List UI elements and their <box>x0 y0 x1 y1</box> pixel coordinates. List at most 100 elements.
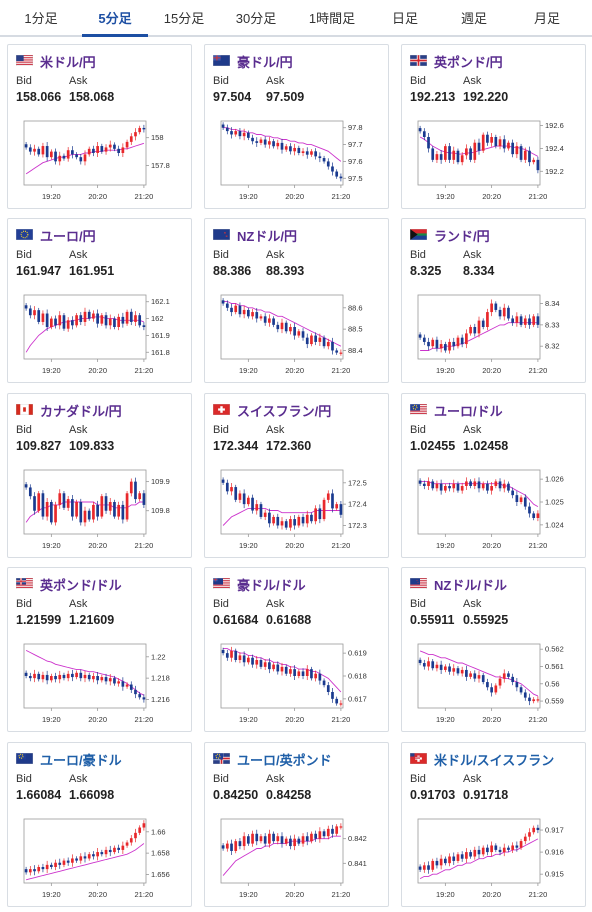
candle <box>452 479 456 493</box>
rate-card-eur-jpy[interactable]: ユーロ/円 Bid Ask 161.947 161.951 19:20 20:20 21:20… <box>7 218 192 383</box>
tab-3[interactable]: 30分足 <box>235 11 277 26</box>
candlestick-chart[interactable]: 19:20 20:20 21:20 0.562 0.561 0.56 0.559 <box>408 638 582 728</box>
tab-2[interactable]: 15分足 <box>163 11 205 26</box>
rate-card-cad-jpy[interactable]: カナダドル/円 Bid Ask 109.827 109.833 19:20 20:20 21:… <box>7 393 192 558</box>
candle <box>49 862 53 870</box>
currency-pair-link[interactable]: 米ドル/スイスフラン <box>434 753 555 768</box>
candle <box>75 856 78 863</box>
candle <box>490 841 493 857</box>
currency-pair-link[interactable]: ユーロ/豪ドル <box>40 753 122 768</box>
candlestick-chart[interactable]: 19:20 20:20 21:20 8.34 8.33 8.32 <box>408 289 582 379</box>
x-tick-label: 19:20 <box>42 715 61 724</box>
candlestick-chart[interactable]: 19:20 20:20 21:20 172.5 172.4 172.3 <box>211 464 385 554</box>
rate-card-nzd-usd[interactable]: NZドル/ドル Bid Ask 0.55911 0.55925 19:20 20:20 21:… <box>401 567 586 732</box>
rate-card-eur-usd[interactable]: ユーロ/ドル Bid Ask 1.02455 1.02458 19:20 20:20 21:2… <box>401 393 586 558</box>
candle <box>314 148 318 160</box>
ask-label: Ask <box>266 773 285 785</box>
candlestick-chart[interactable]: 19:20 20:20 21:20 158 157.8 <box>14 115 188 205</box>
currency-pair-link[interactable]: カナダドル/円 <box>40 404 122 419</box>
bid-label: Bid <box>213 424 229 436</box>
rate-card-eur-gbp[interactable]: ユーロ/英ポンド Bid Ask 0.84250 0.84258 19:20 20:20 21… <box>204 742 389 907</box>
candle <box>66 147 70 162</box>
candle <box>238 652 242 664</box>
candle <box>490 683 493 697</box>
rate-card-aud-usd[interactable]: 豪ドル/ドル Bid Ask 0.61684 0.61688 19:20 20:20 21:2… <box>204 567 389 732</box>
candle <box>255 829 259 846</box>
rate-card-aud-jpy[interactable]: 豪ドル/円 Bid Ask 97.504 97.509 19:20 20:20 21:20 97… <box>204 44 389 209</box>
candle <box>246 130 250 141</box>
candle <box>242 128 246 141</box>
rate-card-usd-jpy[interactable]: 米ドル/円 Bid Ask 158.066 158.068 19:20 20:20 21:20… <box>7 44 192 209</box>
rate-card-gbp-usd[interactable]: 英ポンド/ドル Bid Ask 1.21599 1.21609 19:20 20:20 21:… <box>7 567 192 732</box>
tab-6[interactable]: 週足 <box>460 11 487 26</box>
candle <box>276 833 280 845</box>
currency-pair-link[interactable]: ユーロ/円 <box>40 229 96 244</box>
currency-pair-link[interactable]: 英ポンド/円 <box>434 55 503 70</box>
candle <box>71 146 74 159</box>
candlestick-chart[interactable]: 19:20 20:20 21:20 1.026 1.025 1.024 <box>408 464 582 554</box>
candle <box>104 144 108 155</box>
candle <box>83 150 87 166</box>
y-tick-label: 161.8 <box>151 348 170 357</box>
candlestick-chart[interactable]: 19:20 20:20 21:20 97.8 97.7 97.6 97.5 <box>211 115 385 205</box>
tab-1[interactable]: 5分足 <box>82 0 148 37</box>
candlestick-chart[interactable]: 19:20 20:20 21:20 109.9 109.8 <box>14 464 188 554</box>
candlestick-chart[interactable]: 19:20 20:20 21:20 0.917 0.916 0.915 <box>408 813 582 903</box>
candlestick-chart[interactable]: 19:20 20:20 21:20 192.6 192.4 192.2 <box>408 115 582 205</box>
candle <box>276 139 280 150</box>
candle <box>251 494 254 514</box>
rate-card-zar-jpy[interactable]: ランド/円 Bid Ask 8.325 8.334 19:20 20:20 21:20 8.34… <box>401 218 586 383</box>
rate-card-chf-jpy[interactable]: スイスフラン/円 Bid Ask 172.344 172.360 19:20 20:20 21… <box>204 393 389 558</box>
candle <box>469 849 472 859</box>
y-tick-label: 88.5 <box>348 325 363 334</box>
tab-7[interactable]: 月足 <box>533 11 560 26</box>
candlestick-chart[interactable]: 19:20 20:20 21:20 88.6 88.5 88.4 <box>211 289 385 379</box>
currency-pair-link[interactable]: ユーロ/英ポンド <box>237 753 332 768</box>
candle <box>469 324 472 336</box>
x-tick-label: 21:20 <box>135 366 154 375</box>
candle <box>339 500 343 518</box>
candle <box>234 128 238 137</box>
currency-pair-link[interactable]: ユーロ/ドル <box>434 404 503 419</box>
rate-card-gbp-jpy[interactable]: 英ポンド/円 Bid Ask 192.213 192.220 19:20 20:20 21:2… <box>401 44 586 209</box>
tab-4[interactable]: 1時間足 <box>308 11 356 26</box>
currency-pair-link[interactable]: NZドル/ドル <box>434 578 507 593</box>
card-header: 米ドル/円 <box>16 52 188 70</box>
candlestick-chart[interactable]: 19:20 20:20 21:20 0.842 0.841 <box>211 813 385 903</box>
candle <box>477 671 481 683</box>
currency-pair-link[interactable]: 米ドル/円 <box>40 55 96 70</box>
candlestick-chart[interactable]: 19:20 20:20 21:20 162.1 162 161.9 161.8 <box>14 289 188 379</box>
tab-5[interactable]: 日足 <box>391 11 418 26</box>
rate-card-nzd-jpy[interactable]: NZドル/円 Bid Ask 88.386 88.393 19:20 20:20 21:20 8… <box>204 218 389 383</box>
candle <box>310 666 313 681</box>
ask-label: Ask <box>69 249 88 261</box>
currency-pair-link[interactable]: NZドル/円 <box>237 229 297 244</box>
candle <box>37 491 41 513</box>
candle <box>331 489 334 513</box>
currency-pair-link[interactable]: スイスフラン/円 <box>237 404 332 419</box>
currency-pair-link[interactable]: 英ポンド/ドル <box>40 578 122 593</box>
rate-card-usd-chf[interactable]: 米ドル/スイスフラン Bid Ask 0.91703 0.91718 19:20 20:20… <box>401 742 586 907</box>
candle <box>418 332 422 340</box>
candle <box>58 489 62 509</box>
candle <box>435 480 439 492</box>
candle <box>431 479 435 491</box>
currency-pair-link[interactable]: 豪ドル/円 <box>237 55 293 70</box>
candlestick-chart[interactable]: 19:20 20:20 21:20 1.22 1.218 1.216 <box>14 638 188 728</box>
candle <box>142 124 146 133</box>
candle <box>263 136 267 148</box>
moving-average-line <box>419 650 539 697</box>
bid-price: 172.344 <box>213 439 259 453</box>
candlestick-chart[interactable]: 19:20 20:20 21:20 0.619 0.618 0.617 <box>211 638 385 728</box>
timeframe-tabs: 1分足 5分足 15分足 30分足 1時間足 日足 週足 月足 <box>0 0 592 37</box>
ask-price: 0.55925 <box>463 613 509 627</box>
candle <box>28 865 32 876</box>
candle <box>272 514 275 526</box>
candle <box>71 316 74 330</box>
tab-0[interactable]: 1分足 <box>24 11 58 26</box>
currency-pair-link[interactable]: 豪ドル/ドル <box>237 578 306 593</box>
candle <box>511 139 515 158</box>
rate-card-eur-aud[interactable]: ユーロ/豪ドル Bid Ask 1.66084 1.66098 19:20 20:20 21:… <box>7 742 192 907</box>
currency-pair-link[interactable]: ランド/円 <box>434 229 490 244</box>
candlestick-chart[interactable]: 19:20 20:20 21:20 1.66 1.658 1.656 <box>14 813 188 903</box>
